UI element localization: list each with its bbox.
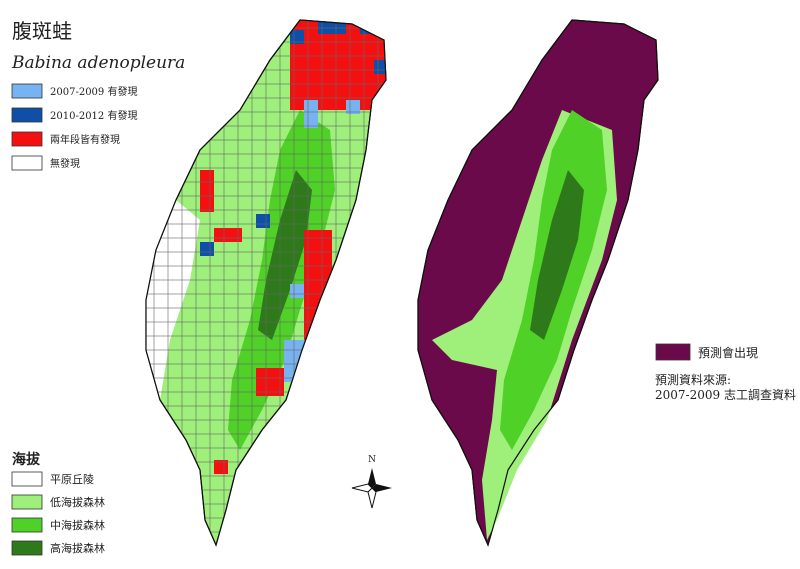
compass-label: N	[368, 455, 376, 465]
source-line: 2007-2009 志工調查資料	[655, 388, 796, 402]
subtitle: Babina adenopleura	[11, 53, 185, 73]
legend-swatch	[11, 155, 43, 171]
legend-swatch	[11, 517, 43, 533]
legend-swatch	[11, 131, 43, 147]
legend-label: 無發現	[50, 157, 80, 170]
legend-label: 低海拔森林	[50, 495, 105, 509]
compass: N	[351, 455, 392, 509]
legend-swatch	[11, 83, 43, 99]
legend-label: 兩年段皆有發現	[50, 133, 120, 146]
legend-swatch	[11, 494, 43, 510]
legend-swatch	[655, 343, 691, 361]
survey-grid	[146, 20, 386, 545]
legend-label: 中海拔森林	[50, 518, 105, 532]
elevation-legend-title: 海拔	[12, 451, 41, 468]
legend-label: 2010-2012 有發現	[50, 109, 137, 122]
source-line: 預測資料來源:	[655, 373, 731, 387]
prediction-map	[417, 19, 659, 546]
legend-swatch	[11, 471, 43, 487]
legend-label: 高海拔森林	[50, 541, 105, 555]
title: 腹斑蛙	[12, 19, 72, 43]
survey-map	[145, 19, 387, 546]
legend-label: 預測會出現	[698, 346, 758, 360]
legend-swatch	[11, 540, 43, 556]
legend-label: 平原丘陵	[50, 473, 94, 486]
legend-label: 2007-2009 有發現	[50, 85, 137, 98]
legend-swatch	[11, 107, 43, 123]
